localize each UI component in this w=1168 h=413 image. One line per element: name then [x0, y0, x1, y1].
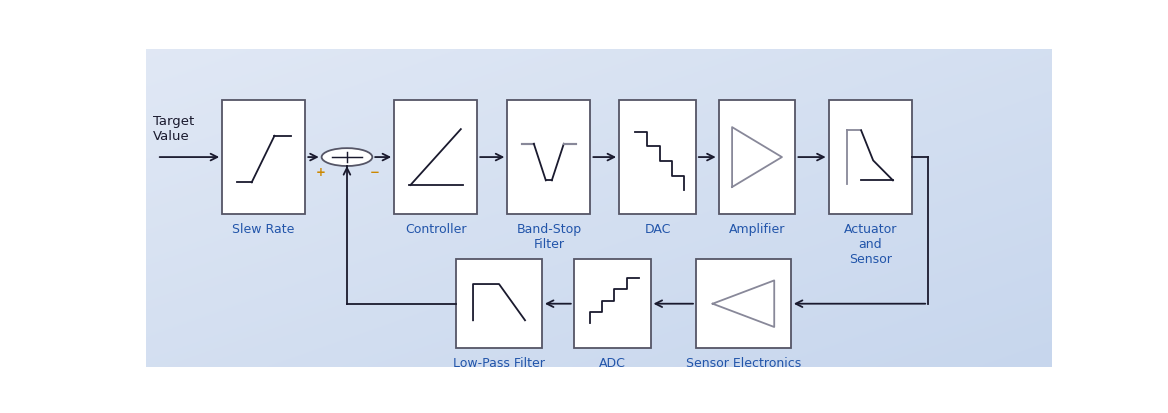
Text: ADC: ADC	[599, 356, 626, 369]
Text: Controller: Controller	[405, 223, 466, 236]
Bar	[507, 100, 591, 215]
Text: Amplifier: Amplifier	[729, 223, 785, 236]
Text: DAC: DAC	[645, 223, 670, 236]
Bar	[718, 100, 795, 215]
Bar	[828, 100, 912, 215]
Bar	[394, 100, 478, 215]
Text: Slew Rate: Slew Rate	[232, 223, 294, 236]
Bar	[696, 259, 791, 349]
Bar	[573, 259, 651, 349]
Text: −: −	[370, 166, 380, 179]
Bar	[222, 100, 305, 215]
Circle shape	[321, 149, 373, 166]
Bar	[619, 100, 696, 215]
Text: Sensor Electronics: Sensor Electronics	[686, 356, 801, 369]
Text: Low-Pass Filter: Low-Pass Filter	[453, 356, 545, 369]
Text: +: +	[315, 166, 325, 179]
Bar	[456, 259, 542, 349]
Text: Target
Value: Target Value	[153, 115, 195, 143]
Text: Actuator
and
Sensor: Actuator and Sensor	[843, 223, 897, 266]
Text: Band-Stop
Filter: Band-Stop Filter	[516, 223, 582, 251]
